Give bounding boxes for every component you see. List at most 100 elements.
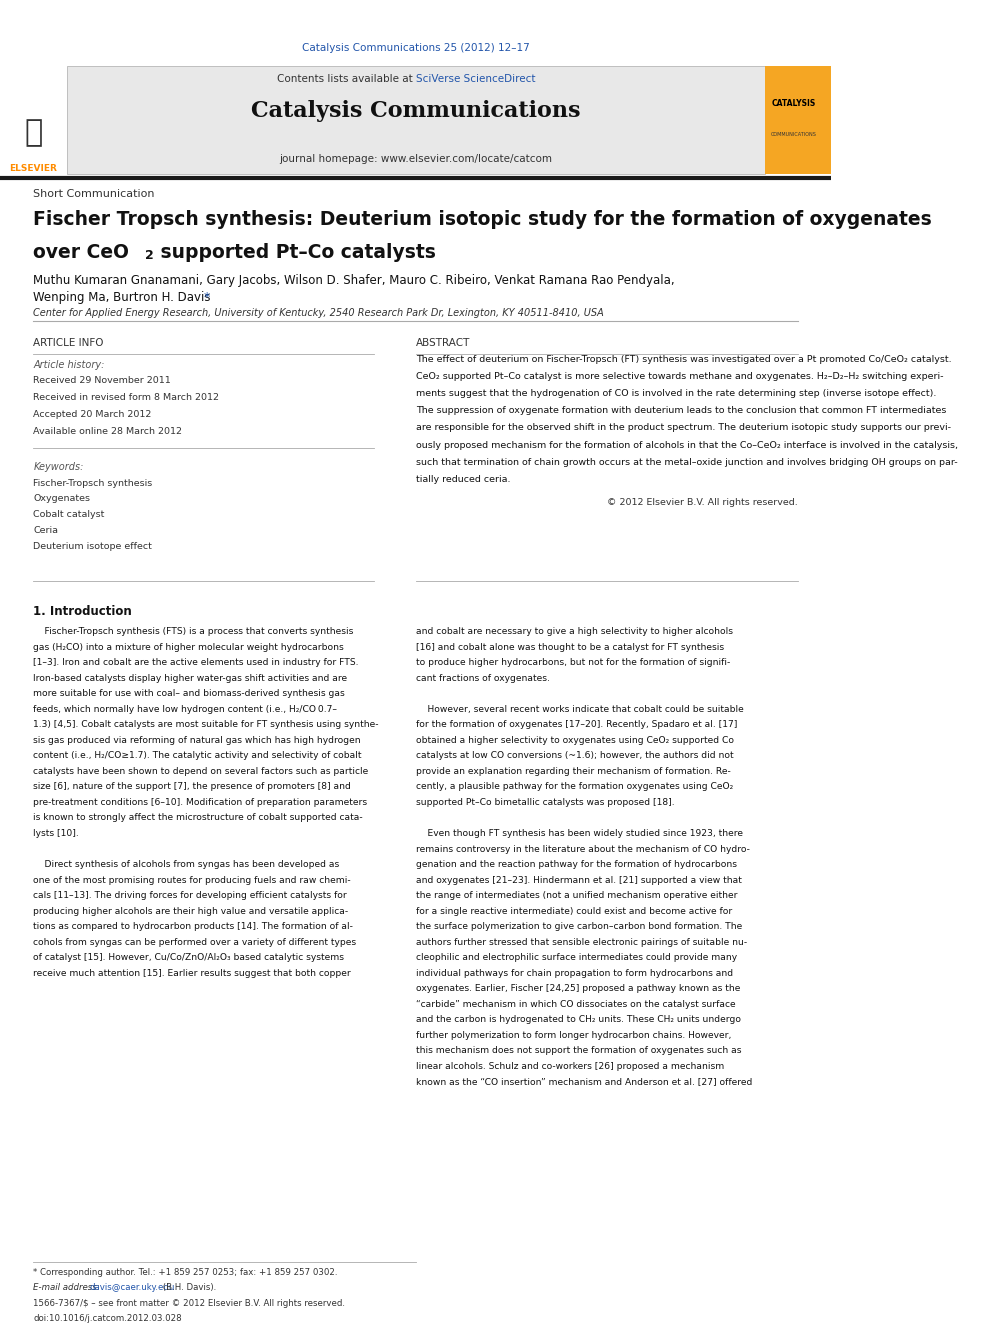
Text: Article history:: Article history:	[34, 360, 104, 370]
Text: receive much attention [15]. Earlier results suggest that both copper: receive much attention [15]. Earlier res…	[34, 968, 351, 978]
Text: is known to strongly affect the microstructure of cobalt supported cata-: is known to strongly affect the microstr…	[34, 814, 363, 823]
Text: journal homepage: www.elsevier.com/locate/catcom: journal homepage: www.elsevier.com/locat…	[279, 153, 553, 164]
Text: E-mail address:: E-mail address:	[34, 1283, 102, 1293]
Text: genation and the reaction pathway for the formation of hydrocarbons: genation and the reaction pathway for th…	[416, 860, 737, 869]
Text: doi:10.1016/j.catcom.2012.03.028: doi:10.1016/j.catcom.2012.03.028	[34, 1314, 182, 1323]
Text: cleophilic and electrophilic surface intermediates could provide many: cleophilic and electrophilic surface int…	[416, 953, 737, 962]
Text: known as the “CO insertion” mechanism and Anderson et al. [27] offered: known as the “CO insertion” mechanism an…	[416, 1077, 752, 1086]
Text: Deuterium isotope effect: Deuterium isotope effect	[34, 542, 152, 550]
Text: Fischer Tropsch synthesis: Deuterium isotopic study for the formation of oxygena: Fischer Tropsch synthesis: Deuterium iso…	[34, 210, 932, 229]
Text: [1–3]. Iron and cobalt are the active elements used in industry for FTS.: [1–3]. Iron and cobalt are the active el…	[34, 659, 359, 667]
Text: Contents lists available at: Contents lists available at	[277, 74, 416, 83]
Text: ABSTRACT: ABSTRACT	[416, 337, 470, 348]
Text: ments suggest that the hydrogenation of CO is involved in the rate determining s: ments suggest that the hydrogenation of …	[416, 389, 936, 398]
Text: SciVerse ScienceDirect: SciVerse ScienceDirect	[416, 74, 535, 83]
Text: more suitable for use with coal– and biomass-derived synthesis gas: more suitable for use with coal– and bio…	[34, 689, 345, 699]
Text: over CeO: over CeO	[34, 243, 129, 262]
Text: ously proposed mechanism for the formation of alcohols in that the Co–CeO₂ inter: ously proposed mechanism for the formati…	[416, 441, 957, 450]
Text: and cobalt are necessary to give a high selectivity to higher alcohols: and cobalt are necessary to give a high …	[416, 627, 733, 636]
Text: for a single reactive intermediate) could exist and become active for: for a single reactive intermediate) coul…	[416, 906, 732, 916]
Text: one of the most promising routes for producing fuels and raw chemi-: one of the most promising routes for pro…	[34, 876, 351, 885]
Text: 1566-7367/$ – see front matter © 2012 Elsevier B.V. All rights reserved.: 1566-7367/$ – see front matter © 2012 El…	[34, 1299, 345, 1308]
Text: to produce higher hydrocarbons, but not for the formation of signifi-: to produce higher hydrocarbons, but not …	[416, 659, 730, 667]
Text: pre-treatment conditions [6–10]. Modification of preparation parameters: pre-treatment conditions [6–10]. Modific…	[34, 798, 367, 807]
Text: catalysts at low CO conversions (~1.6); however, the authors did not: catalysts at low CO conversions (~1.6); …	[416, 751, 733, 761]
Text: and oxygenates [21–23]. Hindermann et al. [21] supported a view that: and oxygenates [21–23]. Hindermann et al…	[416, 876, 742, 885]
Text: lysts [10].: lysts [10].	[34, 830, 79, 837]
Text: Wenping Ma, Burtron H. Davis: Wenping Ma, Burtron H. Davis	[34, 291, 214, 303]
Text: *: *	[203, 291, 210, 303]
Text: linear alcohols. Schulz and co-workers [26] proposed a mechanism: linear alcohols. Schulz and co-workers […	[416, 1062, 724, 1070]
Text: Cobalt catalyst: Cobalt catalyst	[34, 511, 104, 519]
Text: Center for Applied Energy Research, University of Kentucky, 2540 Research Park D: Center for Applied Energy Research, Univ…	[34, 308, 604, 318]
Text: the range of intermediates (not a unified mechanism operative either: the range of intermediates (not a unifie…	[416, 892, 737, 900]
Text: gas (H₂‫CO) into a mixture of higher molecular weight hydrocarbons: gas (H₂‫CO) into a mixture of higher mol…	[34, 643, 344, 652]
Text: CATALYSIS: CATALYSIS	[772, 99, 816, 107]
Text: 1. Introduction: 1. Introduction	[34, 605, 132, 618]
Text: and the carbon is hydrogenated to CH₂ units. These CH₂ units undergo: and the carbon is hydrogenated to CH₂ un…	[416, 1015, 741, 1024]
Text: 1.3) [4,5]. Cobalt catalysts are most suitable for FT synthesis using synthe-: 1.3) [4,5]. Cobalt catalysts are most su…	[34, 720, 379, 729]
Text: cant fractions of oxygenates.: cant fractions of oxygenates.	[416, 673, 550, 683]
Text: The suppression of oxygenate formation with deuterium leads to the conclusion th: The suppression of oxygenate formation w…	[416, 406, 946, 415]
Text: The effect of deuterium on Fischer-Tropsch (FT) synthesis was investigated over : The effect of deuterium on Fischer-Trops…	[416, 355, 951, 364]
Text: content (i.e., H₂/CO≥1.7). The catalytic activity and selectivity of cobalt: content (i.e., H₂/CO≥1.7). The catalytic…	[34, 751, 362, 761]
Text: cohols from syngas can be performed over a variety of different types: cohols from syngas can be performed over…	[34, 938, 356, 947]
Text: “carbide” mechanism in which CO dissociates on the catalyst surface: “carbide” mechanism in which CO dissocia…	[416, 1000, 735, 1008]
Text: Catalysis Communications 25 (2012) 12–17: Catalysis Communications 25 (2012) 12–17	[302, 44, 530, 53]
Text: (B.H. Davis).: (B.H. Davis).	[160, 1283, 216, 1293]
Text: such that termination of chain growth occurs at the metal–oxide junction and inv: such that termination of chain growth oc…	[416, 458, 957, 467]
Text: Oxygenates: Oxygenates	[34, 495, 90, 504]
Text: tions as compared to hydrocarbon products [14]. The formation of al-: tions as compared to hydrocarbon product…	[34, 922, 353, 931]
Text: Received in revised form 8 March 2012: Received in revised form 8 March 2012	[34, 393, 219, 402]
Text: remains controversy in the literature about the mechanism of CO hydro-: remains controversy in the literature ab…	[416, 844, 750, 853]
Text: COMMUNICATIONS: COMMUNICATIONS	[771, 131, 816, 136]
Text: [16] and cobalt alone was thought to be a catalyst for FT synthesis: [16] and cobalt alone was thought to be …	[416, 643, 724, 652]
Text: Even though FT synthesis has been widely studied since 1923, there: Even though FT synthesis has been widely…	[416, 830, 743, 837]
Text: are responsible for the observed shift in the product spectrum. The deuterium is: are responsible for the observed shift i…	[416, 423, 950, 433]
Text: Keywords:: Keywords:	[34, 462, 83, 471]
Text: ELSEVIER: ELSEVIER	[9, 164, 58, 173]
Text: Received 29 November 2011: Received 29 November 2011	[34, 376, 171, 385]
Text: for the formation of oxygenates [17–20]. Recently, Spadaro et al. [17]: for the formation of oxygenates [17–20].…	[416, 720, 737, 729]
Text: of catalyst [15]. However, Cu/Co/ZnO/Al₂O₃ based catalytic systems: of catalyst [15]. However, Cu/Co/ZnO/Al₂…	[34, 953, 344, 962]
Text: Fischer-Tropsch synthesis: Fischer-Tropsch synthesis	[34, 479, 153, 488]
Text: the surface polymerization to give carbon–carbon bond formation. The: the surface polymerization to give carbo…	[416, 922, 742, 931]
Text: size [6], nature of the support [7], the presence of promoters [8] and: size [6], nature of the support [7], the…	[34, 782, 351, 791]
Text: However, several recent works indicate that cobalt could be suitable: However, several recent works indicate t…	[416, 705, 743, 714]
Text: Catalysis Communications: Catalysis Communications	[251, 101, 580, 122]
Text: Direct synthesis of alcohols from syngas has been developed as: Direct synthesis of alcohols from syngas…	[34, 860, 339, 869]
Text: Accepted 20 March 2012: Accepted 20 March 2012	[34, 410, 152, 419]
Text: CeO₂ supported Pt–Co catalyst is more selective towards methane and oxygenates. : CeO₂ supported Pt–Co catalyst is more se…	[416, 372, 943, 381]
Text: Available online 28 March 2012: Available online 28 March 2012	[34, 427, 183, 437]
FancyBboxPatch shape	[66, 66, 765, 173]
Text: cals [11–13]. The driving forces for developing efficient catalysts for: cals [11–13]. The driving forces for dev…	[34, 892, 347, 900]
Text: © 2012 Elsevier B.V. All rights reserved.: © 2012 Elsevier B.V. All rights reserved…	[607, 499, 798, 508]
Text: 2: 2	[146, 249, 154, 262]
Text: tially reduced ceria.: tially reduced ceria.	[416, 475, 510, 484]
Text: authors further stressed that sensible electronic pairings of suitable nu-: authors further stressed that sensible e…	[416, 938, 747, 947]
Text: sis gas produced via reforming of natural gas which has high hydrogen: sis gas produced via reforming of natura…	[34, 736, 361, 745]
Text: Fischer-Tropsch synthesis (FTS) is a process that converts synthesis: Fischer-Tropsch synthesis (FTS) is a pro…	[34, 627, 353, 636]
Text: davis@caer.uky.edu: davis@caer.uky.edu	[90, 1283, 176, 1293]
Text: obtained a higher selectivity to oxygenates using CeO₂ supported Co: obtained a higher selectivity to oxygena…	[416, 736, 734, 745]
Text: * Corresponding author. Tel.: +1 859 257 0253; fax: +1 859 257 0302.: * Corresponding author. Tel.: +1 859 257…	[34, 1267, 337, 1277]
Text: further polymerization to form longer hydrocarbon chains. However,: further polymerization to form longer hy…	[416, 1031, 731, 1040]
Text: catalysts have been shown to depend on several factors such as particle: catalysts have been shown to depend on s…	[34, 767, 368, 775]
Text: producing higher alcohols are their high value and versatile applica-: producing higher alcohols are their high…	[34, 906, 348, 916]
Text: 🌳: 🌳	[24, 118, 43, 147]
Text: Ceria: Ceria	[34, 527, 59, 534]
Text: feeds, which normally have low hydrogen content (i.e., H₂/CO 0.7–: feeds, which normally have low hydrogen …	[34, 705, 337, 714]
Text: Muthu Kumaran Gnanamani, Gary Jacobs, Wilson D. Shafer, Mauro C. Ribeiro, Venkat: Muthu Kumaran Gnanamani, Gary Jacobs, Wi…	[34, 274, 675, 287]
Text: supported Pt–Co catalysts: supported Pt–Co catalysts	[154, 243, 435, 262]
Text: supported Pt–Co bimetallic catalysts was proposed [18].: supported Pt–Co bimetallic catalysts was…	[416, 798, 675, 807]
FancyBboxPatch shape	[765, 66, 831, 173]
FancyBboxPatch shape	[0, 66, 66, 173]
Text: ARTICLE INFO: ARTICLE INFO	[34, 337, 104, 348]
Text: this mechanism does not support the formation of oxygenates such as: this mechanism does not support the form…	[416, 1046, 741, 1056]
Text: individual pathways for chain propagation to form hydrocarbons and: individual pathways for chain propagatio…	[416, 968, 733, 978]
Text: oxygenates. Earlier, Fischer [24,25] proposed a pathway known as the: oxygenates. Earlier, Fischer [24,25] pro…	[416, 984, 740, 994]
Text: Short Communication: Short Communication	[34, 189, 155, 200]
Text: Iron-based catalysts display higher water-gas shift activities and are: Iron-based catalysts display higher wate…	[34, 673, 347, 683]
Text: cently, a plausible pathway for the formation oxygenates using CeO₂: cently, a plausible pathway for the form…	[416, 782, 733, 791]
Text: provide an explanation regarding their mechanism of formation. Re-: provide an explanation regarding their m…	[416, 767, 730, 775]
